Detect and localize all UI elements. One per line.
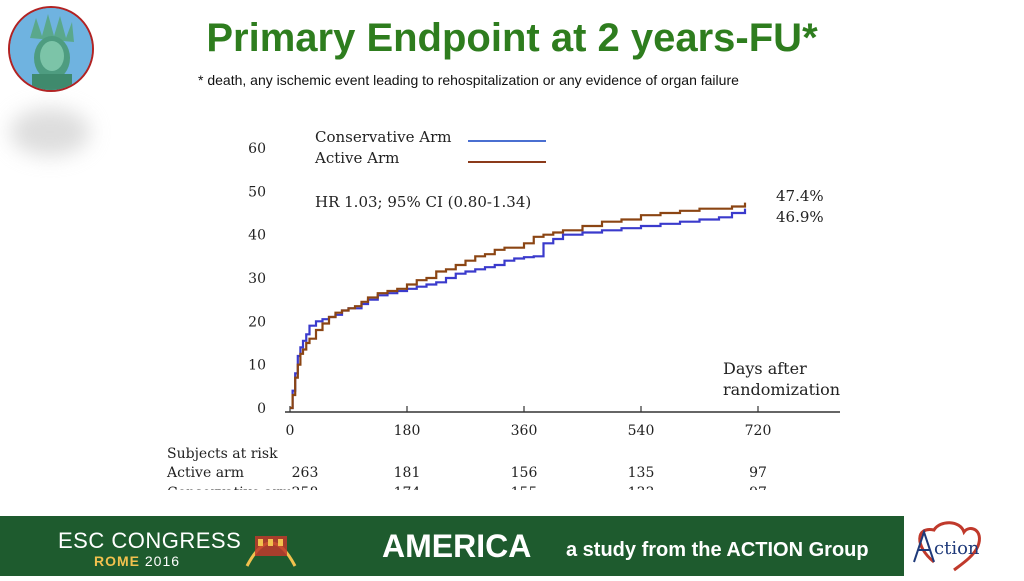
action-logo-text: ction [934, 538, 980, 559]
legend-label: Active Arm [314, 149, 399, 167]
y-tick-label: 10 [248, 358, 266, 374]
x-tick-label: 720 [745, 423, 772, 439]
esc-congress-subtitle: ROME 2016 [94, 553, 180, 569]
y-tick-label: 0 [257, 401, 266, 417]
statue-of-liberty-logo [8, 6, 94, 92]
y-tick-label: 50 [248, 184, 266, 200]
study-name: AMERICA [382, 528, 532, 564]
risk-value: 181 [394, 465, 421, 481]
y-tick-label: 20 [248, 314, 266, 330]
x-tick-label: 540 [628, 423, 655, 439]
active-arm-curve [290, 202, 747, 410]
end-label-conservative: 46.9% [776, 208, 824, 226]
conservative-arm-curve [290, 208, 747, 410]
x-axis-label-line2: randomization [723, 380, 840, 399]
esc-city: ROME [94, 553, 140, 569]
risk-table-title: Subjects at risk [167, 446, 278, 462]
x-axis-label-line1: Days after [723, 359, 807, 378]
hazard-ratio-text: HR 1.03; 95% CI (0.80-1.34) [315, 193, 531, 211]
x-tick-label: 360 [511, 423, 538, 439]
statue-of-liberty-icon [10, 8, 92, 90]
esc-year: 2016 [144, 553, 181, 569]
risk-value: 135 [628, 465, 655, 481]
y-tick-label: 30 [248, 271, 266, 287]
esc-congress-logo: ESC CONGRESS [58, 528, 242, 553]
risk-value: 263 [292, 465, 319, 481]
y-tick-label: 40 [248, 228, 266, 244]
page-subtitle: * death, any ischemic event leading to r… [198, 72, 739, 88]
x-tick-label: 180 [394, 423, 421, 439]
risk-value: 156 [511, 465, 538, 481]
heart-icon: ction [913, 521, 981, 572]
y-tick-label: 60 [248, 141, 266, 157]
colosseum-icon [245, 536, 297, 567]
study-tagline: a study from the ACTION Group [566, 539, 869, 561]
decorative-blur [10, 108, 90, 156]
legend-label: Conservative Arm [315, 128, 452, 146]
kaplan-meier-chart: 0 180 360 540 720 0 10 20 30 40 50 60 Conservative A… [166, 128, 840, 501]
footer-bar [0, 516, 1024, 576]
page-title: Primary Endpoint at 2 years-FU* [206, 16, 818, 60]
end-label-active: 47.4% [776, 187, 824, 205]
risk-value: 97 [749, 465, 767, 481]
x-tick-label: 0 [286, 423, 295, 439]
risk-row-label: Active arm [166, 465, 244, 481]
action-group-logo: ction [904, 516, 1024, 576]
